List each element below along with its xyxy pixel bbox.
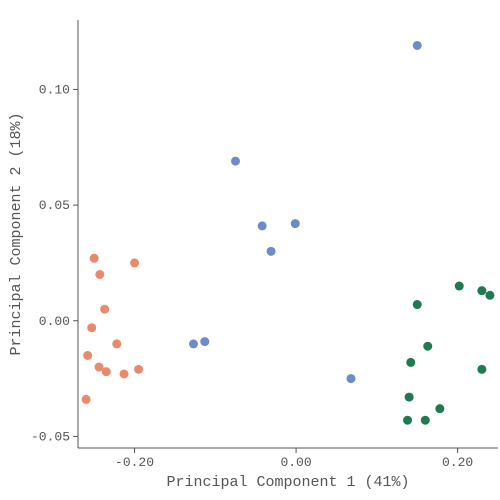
scatter-point [112,339,121,348]
x-tick-label: 0.20 [442,455,473,470]
scatter-point [477,365,486,374]
pca-scatter-chart: -0.20 0.00 0.20 -0.05 0.00 0.05 0.10 Principal … [0,0,500,500]
scatter-point [130,258,139,267]
scatter-point [347,374,356,383]
scatter-point [258,221,267,230]
scatter-point [413,41,422,50]
scatter-point [267,247,276,256]
y-tick-label: 0.05 [39,198,70,213]
scatter-point [90,254,99,263]
scatter-point [403,416,412,425]
y-tick-label: 0.10 [39,82,70,97]
scatter-point [291,219,300,228]
x-tick-label: 0.00 [280,455,311,470]
y-axis-label: Principal Component 2 (18%) [8,112,25,355]
scatter-point [189,339,198,348]
scatter-point [134,365,143,374]
y-tick-label: -0.05 [31,429,70,444]
scatter-point [421,416,430,425]
scatter-point [87,323,96,332]
scatter-point [102,367,111,376]
scatter-point [120,369,129,378]
y-tick-label: 0.00 [39,314,70,329]
scatter-point [423,342,432,351]
scatter-point [477,286,486,295]
scatter-point [95,270,104,279]
scatter-point [82,395,91,404]
scatter-point [405,393,414,402]
scatter-point [100,305,109,314]
x-axis-label: Principal Component 1 (41%) [166,474,409,491]
scatter-point [200,337,209,346]
scatter-point [413,300,422,309]
x-tick-label: -0.20 [115,455,154,470]
scatter-point [406,358,415,367]
scatter-point [83,351,92,360]
scatter-point [455,282,464,291]
scatter-point [231,157,240,166]
scatter-point [485,291,494,300]
scatter-point [435,404,444,413]
